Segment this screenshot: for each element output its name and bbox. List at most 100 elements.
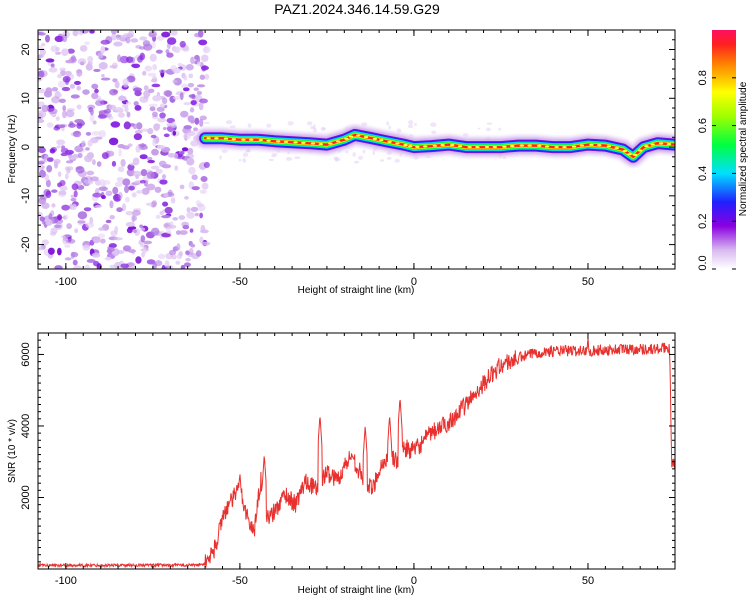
- noise-speckle: [38, 70, 45, 78]
- noise-speckle: [62, 105, 67, 112]
- figure-title: PAZ1.2024.346.14.59.G29: [274, 1, 440, 17]
- noise-speckle: [153, 123, 160, 131]
- noise-speckle: [135, 145, 141, 153]
- noise-speckle-faint: [386, 156, 392, 160]
- noise-speckle-faint: [394, 158, 400, 163]
- ridge-hotspot: [318, 143, 324, 146]
- noise-speckle: [200, 175, 208, 182]
- noise-speckle: [161, 164, 172, 169]
- noise-speckle: [149, 53, 157, 62]
- noise-speckle: [139, 224, 144, 228]
- noise-speckle: [46, 122, 54, 128]
- spectrogram-ytick-label: 10: [20, 92, 32, 104]
- noise-speckle: [87, 139, 93, 147]
- noise-speckle: [64, 244, 71, 248]
- noise-speckle: [199, 98, 208, 104]
- colorbar-tick-label: 0.2: [697, 214, 709, 229]
- noise-speckle: [172, 79, 178, 84]
- noise-speckle: [133, 101, 139, 107]
- ridge-hotspot: [293, 141, 298, 144]
- noise-speckle: [148, 30, 158, 38]
- noise-speckle: [38, 211, 43, 218]
- noise-speckle: [152, 63, 157, 71]
- noise-speckle-faint: [486, 122, 493, 125]
- noise-speckle: [176, 243, 181, 251]
- noise-speckle-faint: [333, 156, 339, 160]
- noise-speckle: [64, 70, 72, 76]
- noise-speckle: [100, 77, 111, 81]
- noise-speckle-faint: [386, 121, 390, 126]
- ridge-hotspot: [614, 147, 619, 150]
- noise-speckle-faint: [287, 121, 294, 126]
- noise-speckle: [48, 67, 58, 73]
- noise-speckle: [123, 185, 130, 194]
- noise-speckle: [48, 108, 58, 115]
- noise-speckle-faint: [203, 121, 210, 124]
- noise-speckle: [75, 166, 85, 174]
- noise-speckle: [139, 36, 148, 41]
- snr-xlabel: Height of straight line (km): [298, 585, 415, 596]
- noise-speckle: [142, 70, 147, 76]
- noise-speckle: [41, 104, 50, 113]
- noise-speckle: [67, 154, 78, 160]
- noise-speckle: [61, 48, 69, 57]
- noise-speckle: [122, 103, 129, 108]
- noise-speckle: [50, 45, 59, 53]
- noise-speckle: [191, 93, 196, 100]
- noise-speckle: [164, 260, 170, 268]
- noise-speckle: [128, 185, 135, 191]
- noise-speckle: [45, 218, 53, 226]
- snr-xtick-label: 0: [411, 575, 417, 587]
- ridge-hotspot: [328, 142, 333, 145]
- noise-speckle-faint: [238, 158, 242, 162]
- ridge-hotspot: [527, 144, 532, 147]
- noise-speckle: [171, 121, 177, 129]
- noise-speckle: [143, 240, 153, 245]
- noise-speckle: [115, 34, 121, 41]
- noise-speckle: [54, 265, 63, 269]
- noise-speckle: [127, 262, 135, 267]
- noise-speckle: [98, 227, 105, 231]
- ridge-hotspot: [440, 144, 445, 147]
- noise-speckle: [94, 88, 99, 94]
- snr-background: [38, 333, 675, 569]
- noise-speckle: [117, 112, 125, 118]
- noise-speckle: [57, 247, 62, 256]
- noise-speckle-faint: [242, 152, 249, 158]
- noise-speckle: [86, 170, 95, 176]
- noise-speckle: [100, 238, 106, 244]
- noise-speckle: [113, 41, 123, 47]
- ridge-hotspot: [356, 134, 361, 137]
- noise-speckle: [198, 102, 204, 111]
- noise-speckle: [140, 235, 146, 243]
- noise-speckle: [114, 106, 123, 112]
- noise-speckle: [51, 203, 56, 208]
- noise-speckle: [170, 254, 177, 260]
- noise-speckle: [110, 30, 118, 35]
- noise-speckle: [134, 90, 142, 97]
- ridge-hotspot: [206, 137, 211, 140]
- noise-speckle-faint: [372, 150, 376, 156]
- noise-speckle: [103, 109, 112, 114]
- noise-speckle: [107, 246, 115, 252]
- noise-speckle: [41, 239, 49, 246]
- noise-speckle: [169, 249, 177, 256]
- noise-speckle: [81, 140, 86, 148]
- noise-speckle: [84, 41, 91, 45]
- noise-speckle: [57, 171, 62, 177]
- noise-speckle-faint: [353, 160, 360, 164]
- ridge-hotspot: [372, 137, 378, 140]
- noise-speckle: [38, 88, 45, 94]
- ridge-hotspot: [562, 145, 567, 149]
- noise-speckle: [38, 31, 44, 36]
- noise-speckle: [198, 39, 208, 46]
- colorbar-ticks: 0.0 0.2 0.4 0.6 0.8: [697, 70, 736, 271]
- noise-speckle: [85, 63, 93, 71]
- noise-speckle: [70, 94, 80, 99]
- ridge-hotspot: [502, 145, 507, 148]
- noise-speckle: [65, 160, 74, 164]
- noise-speckle: [163, 193, 169, 198]
- noise-speckle: [59, 67, 66, 72]
